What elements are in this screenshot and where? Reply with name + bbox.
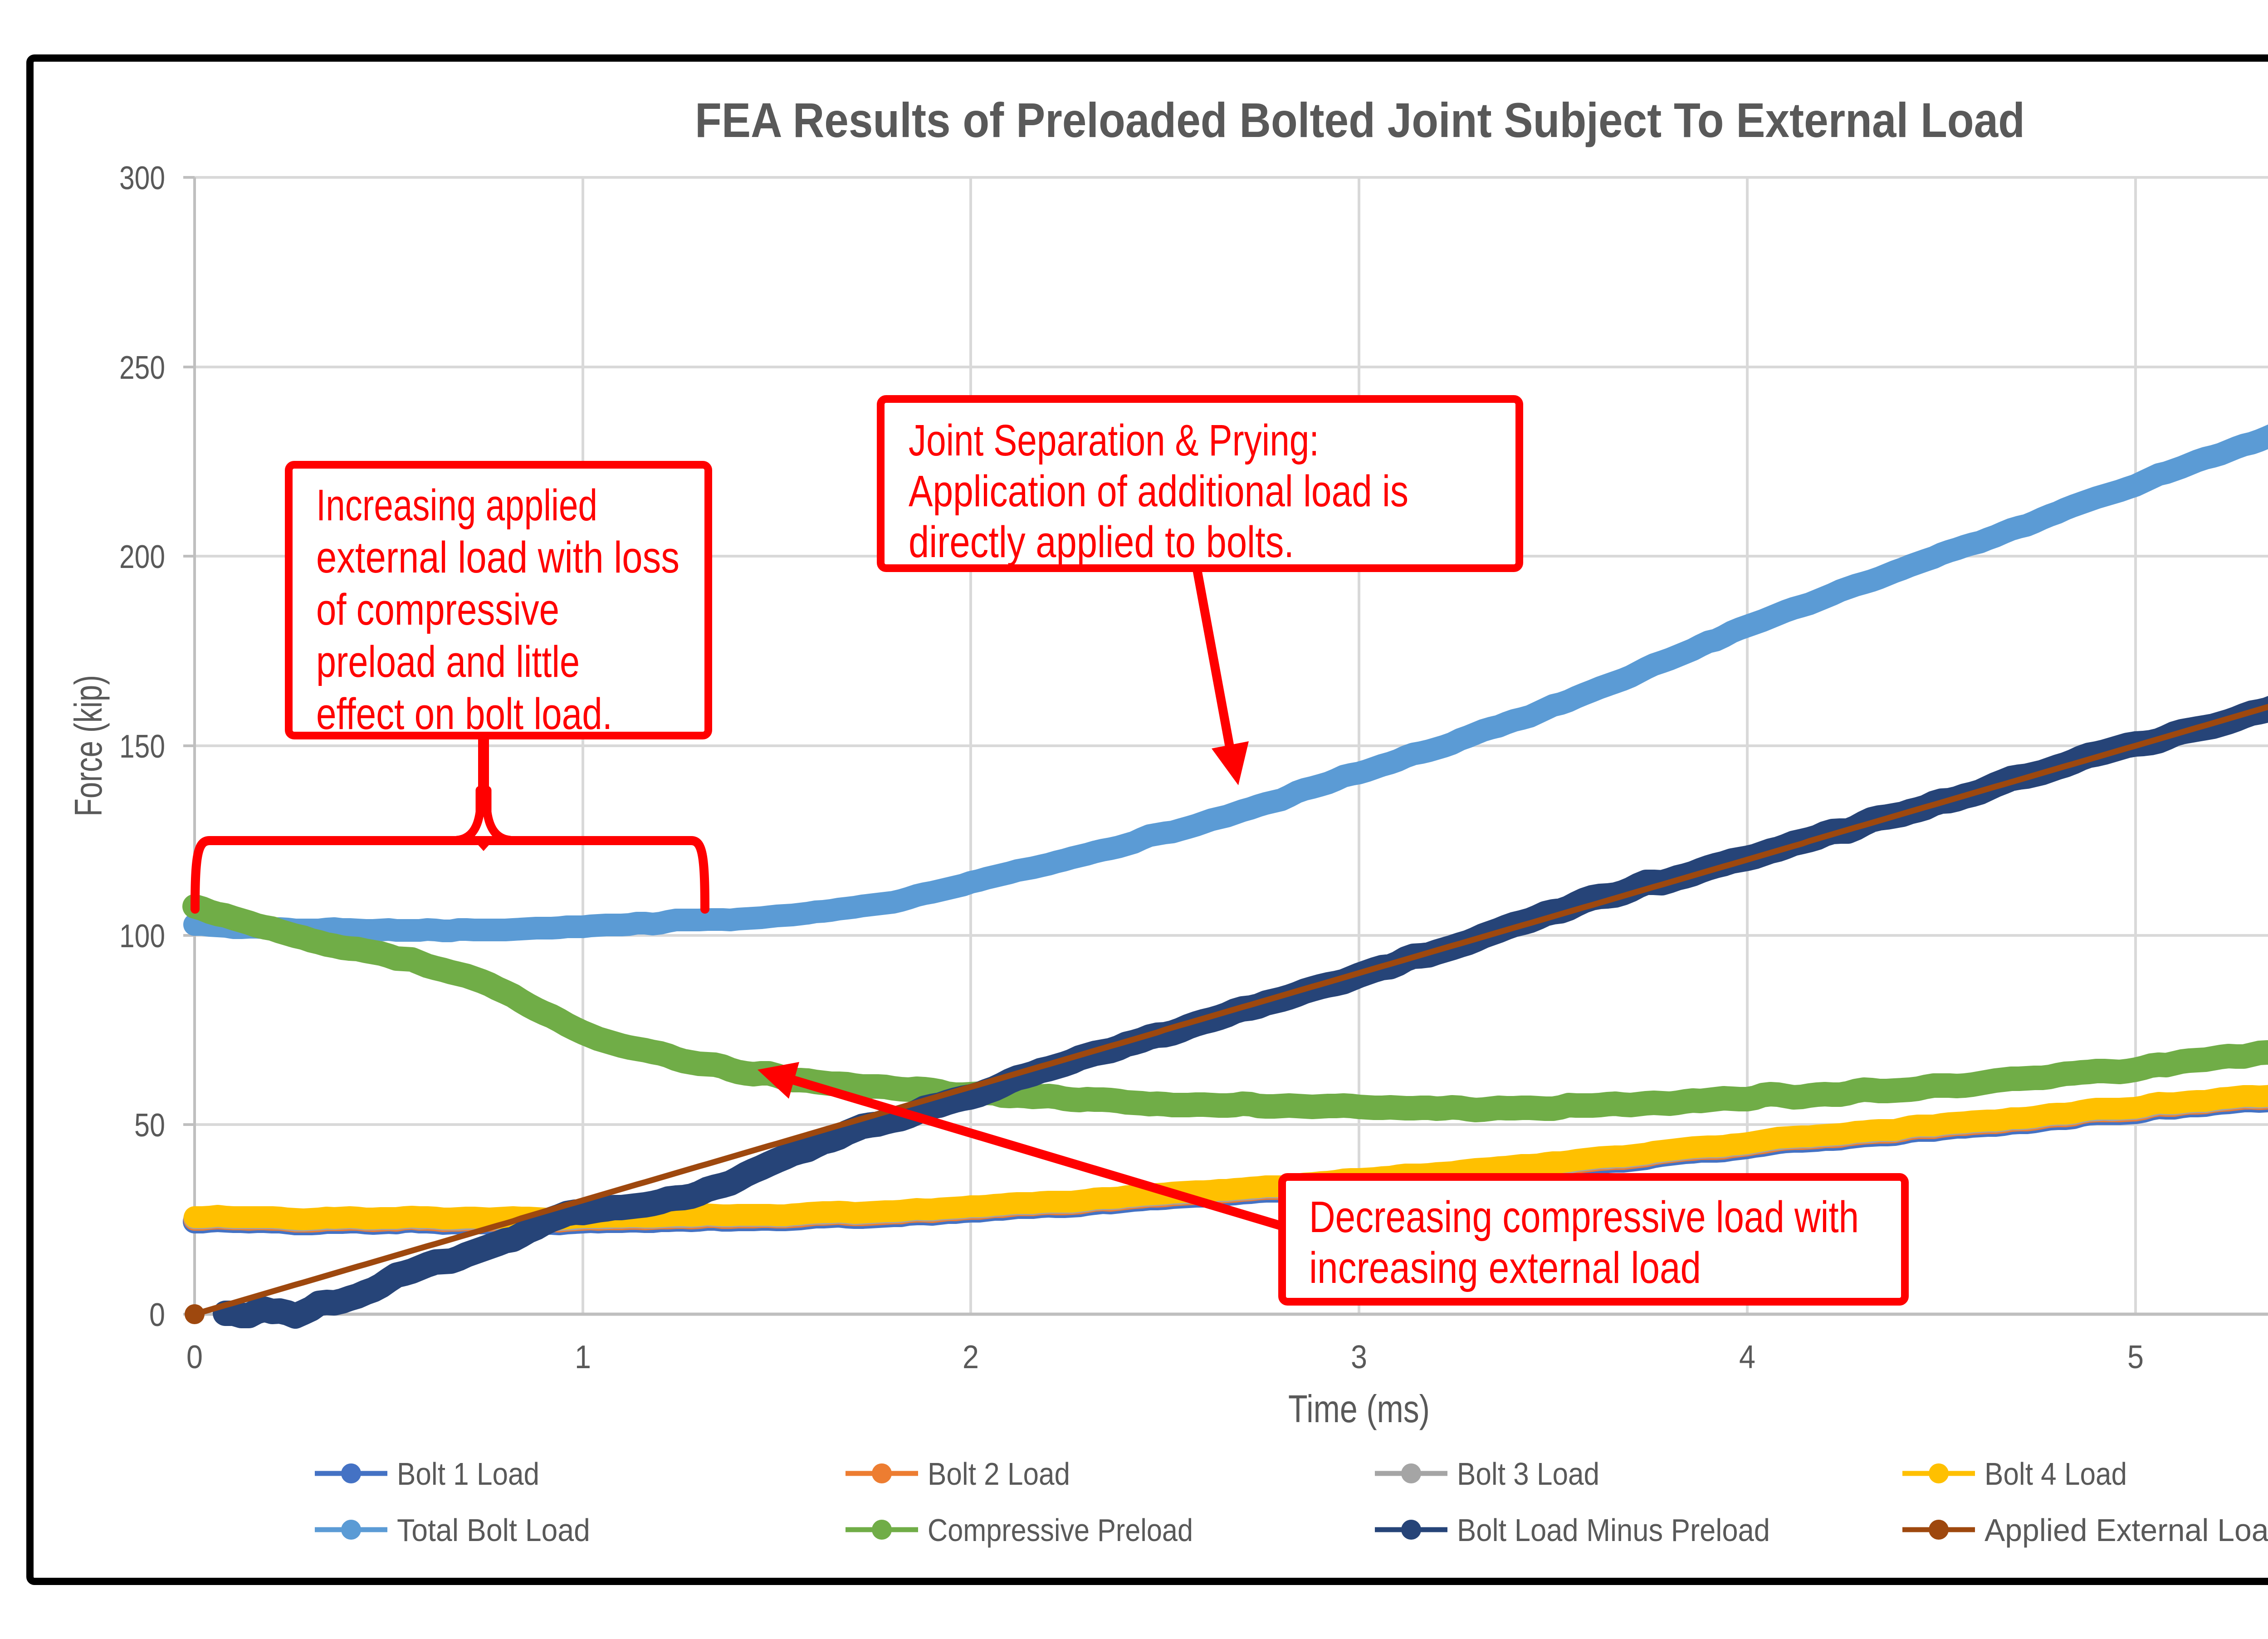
svg-text:100: 100 bbox=[119, 918, 165, 954]
svg-text:3: 3 bbox=[1351, 1339, 1367, 1375]
svg-text:Increasing applied: Increasing applied bbox=[316, 480, 597, 530]
svg-text:Time (ms): Time (ms) bbox=[1288, 1388, 1430, 1431]
svg-text:1: 1 bbox=[575, 1339, 591, 1375]
svg-text:150: 150 bbox=[119, 729, 165, 765]
svg-text:Bolt 3 Load: Bolt 3 Load bbox=[1457, 1456, 1599, 1492]
svg-text:300: 300 bbox=[119, 160, 165, 196]
svg-text:250: 250 bbox=[119, 350, 165, 386]
svg-text:Joint Separation & Prying:: Joint Separation & Prying: bbox=[909, 416, 1319, 465]
svg-text:external load with loss: external load with loss bbox=[316, 533, 679, 582]
svg-text:Bolt Load Minus Preload: Bolt Load Minus Preload bbox=[1457, 1512, 1770, 1548]
svg-text:0: 0 bbox=[149, 1297, 165, 1333]
svg-text:FEA Results of Preloaded Bolte: FEA Results of Preloaded Bolted Joint Su… bbox=[695, 93, 2025, 147]
svg-text:Bolt 1 Load: Bolt 1 Load bbox=[397, 1456, 539, 1492]
svg-text:Force (kip): Force (kip) bbox=[67, 675, 110, 817]
svg-text:Applied External Load (LSDYNA): Applied External Load (LSDYNA) bbox=[1984, 1512, 2268, 1548]
svg-text:Compressive Preload: Compressive Preload bbox=[928, 1512, 1193, 1548]
svg-text:Application of additional load: Application of additional load is bbox=[909, 466, 1408, 516]
svg-text:Decreasing compressive load wi: Decreasing compressive load with bbox=[1309, 1192, 1859, 1242]
svg-text:5: 5 bbox=[2127, 1339, 2144, 1375]
svg-text:of compressive: of compressive bbox=[316, 585, 559, 634]
svg-text:preload and little: preload and little bbox=[316, 637, 580, 686]
svg-text:effect on bolt load.: effect on bolt load. bbox=[316, 689, 612, 739]
svg-text:directly applied to bolts.: directly applied to bolts. bbox=[909, 517, 1294, 567]
svg-text:Total Bolt Load: Total Bolt Load bbox=[397, 1512, 590, 1548]
svg-text:200: 200 bbox=[119, 539, 165, 575]
svg-text:2: 2 bbox=[963, 1339, 979, 1375]
svg-text:Bolt 4 Load: Bolt 4 Load bbox=[1984, 1456, 2127, 1492]
svg-text:4: 4 bbox=[1739, 1339, 1755, 1375]
svg-text:Bolt 2 Load: Bolt 2 Load bbox=[928, 1456, 1070, 1492]
svg-text:50: 50 bbox=[134, 1107, 165, 1144]
svg-text:increasing external load: increasing external load bbox=[1309, 1243, 1701, 1292]
svg-text:0: 0 bbox=[186, 1339, 203, 1375]
